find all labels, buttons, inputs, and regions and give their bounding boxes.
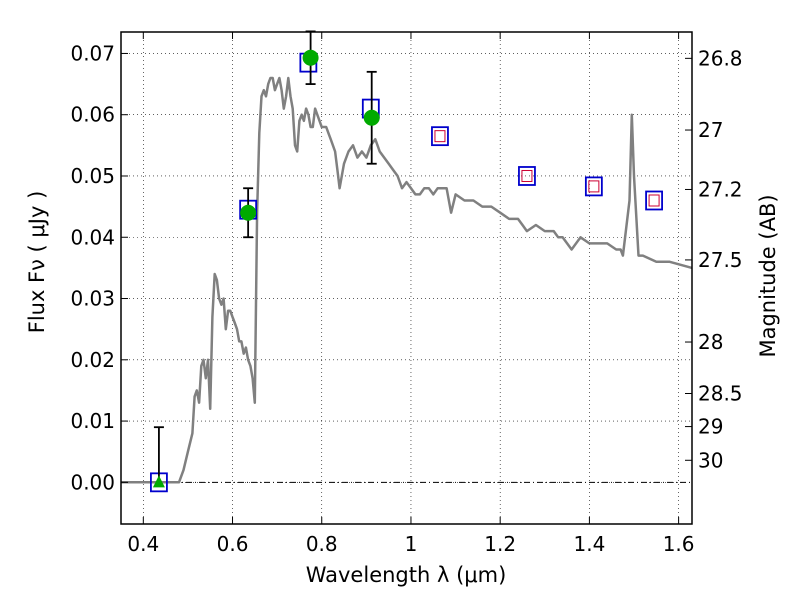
model-sed-layer [121, 76, 693, 484]
x-tick-label: 1.2 [484, 532, 516, 556]
y-tick-label: 0.00 [70, 470, 115, 494]
model-sed-line [121, 76, 693, 484]
y-tick-label: 0.06 [70, 103, 115, 127]
right-tick-label: 27.2 [698, 177, 743, 201]
upper-limit-marker [152, 475, 165, 488]
x-tick-label: 1.6 [663, 532, 695, 556]
detection-point [240, 204, 257, 221]
right-tick-label: 29 [698, 415, 723, 439]
model-box-inner [434, 130, 446, 143]
model-box-inner [588, 180, 600, 193]
y-tick-labels: 0.00 0.01 0.02 0.03 0.04 0.05 0.06 0.07 [70, 41, 115, 494]
model-box [518, 166, 536, 186]
y-tick-label: 0.04 [70, 225, 115, 249]
detection-point [302, 49, 319, 66]
model-box-inner [521, 169, 533, 182]
x-tick-label: 0.6 [217, 532, 249, 556]
y-tick-label: 0.02 [70, 348, 115, 372]
x-tick-label: 0.8 [306, 532, 338, 556]
right-tick-label: 28 [698, 330, 723, 354]
x-tick-label: 1.4 [573, 532, 605, 556]
x-tick-labels: 0.4 0.6 0.8 1 1.2 1.4 1.6 [127, 532, 694, 556]
y-axis-label: Flux Fν ( μJy ) [25, 191, 49, 334]
model-box [645, 190, 663, 211]
model-box [431, 126, 449, 147]
detection-point [363, 109, 380, 126]
model-box-inner [648, 194, 660, 207]
right-axis-label: Magnitude (AB) [756, 194, 780, 357]
model-box [584, 176, 603, 197]
right-tick-label: 27 [698, 118, 723, 142]
x-tick-label: 0.4 [127, 532, 159, 556]
x-axis-label: Wavelength λ (μm) [306, 563, 507, 587]
right-tick-label: 28.5 [698, 381, 743, 405]
y-tick-label: 0.07 [70, 41, 115, 65]
right-tick-label: 27.5 [698, 248, 743, 272]
plot-frame [120, 31, 693, 525]
detection-layer [152, 49, 380, 488]
tick-marks [121, 32, 692, 524]
y-tick-label: 0.05 [70, 164, 115, 188]
right-tick-labels: 26.8 27 27.2 27.5 28 28.5 29 30 [698, 46, 743, 472]
y-tick-label: 0.03 [70, 287, 115, 311]
x-tick-label: 1 [405, 532, 418, 556]
right-tick-label: 30 [698, 448, 723, 472]
y-tick-label: 0.01 [70, 409, 115, 433]
right-tick-label: 26.8 [698, 46, 743, 70]
